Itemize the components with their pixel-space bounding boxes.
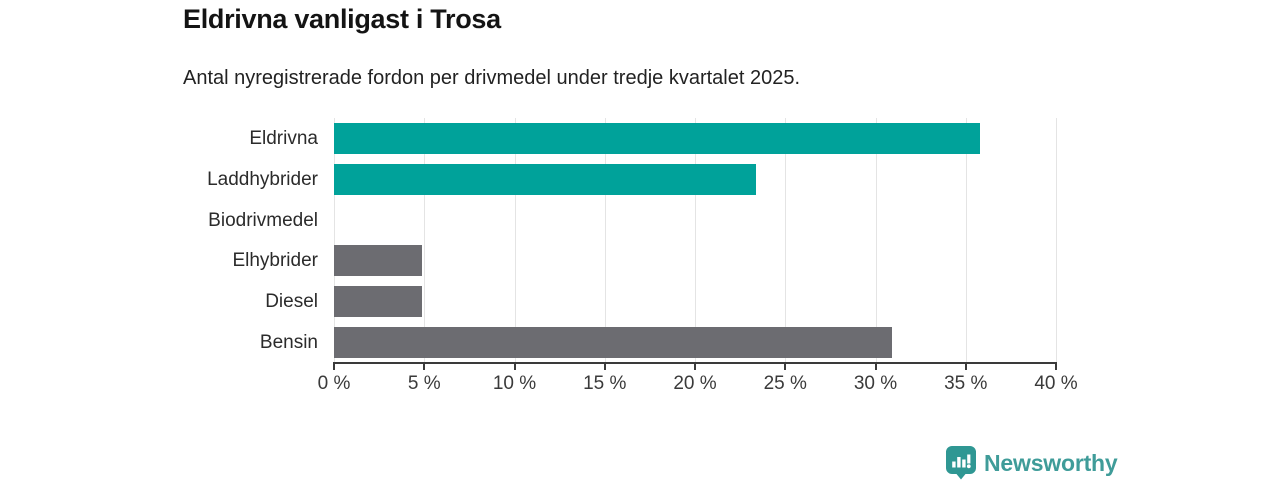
bar-elhybrider <box>334 245 423 277</box>
tick-label: 5 % <box>407 373 441 394</box>
newsworthy-logo-icon <box>946 446 976 480</box>
gridline <box>785 118 787 363</box>
gridline <box>695 118 696 363</box>
gridline <box>514 118 516 363</box>
plot-area <box>334 118 1057 363</box>
tick-label: 15 % <box>583 373 627 394</box>
tick-mark <box>603 364 606 370</box>
brand-name: Newsworthy <box>984 449 1118 476</box>
gridline <box>965 118 967 363</box>
gridline <box>875 118 877 363</box>
tick-mark <box>1055 364 1057 370</box>
bar-laddhybrider <box>334 163 757 195</box>
tick-label: 10 % <box>492 373 537 394</box>
chart-subtitle: Antal nyregistrerade fordon per drivmede… <box>183 67 801 89</box>
category-label: Eldrivna <box>249 127 318 149</box>
tick-label: 0 % <box>317 373 351 394</box>
x-axis-line <box>333 362 1057 364</box>
tick-label: 25 % <box>763 373 807 394</box>
tick-mark <box>694 364 696 370</box>
bar-diesel <box>334 286 423 318</box>
tick-label: 30 % <box>853 373 898 394</box>
gridline <box>424 118 426 363</box>
tick-label: 35 % <box>944 373 988 394</box>
category-label: Diesel <box>265 291 318 313</box>
category-label: Bensin <box>259 332 318 354</box>
category-label: Elhybrider <box>232 250 318 272</box>
category-axis-labels: Eldrivna Laddhybrider Biodrivmedel Elhybrid… <box>0 118 318 363</box>
category-label: Biodrivmedel <box>208 209 318 231</box>
gridline <box>1056 118 1057 363</box>
brand-footer: Newsworthy <box>946 446 1118 480</box>
chart-title: Eldrivna vanligast i Trosa <box>183 4 501 34</box>
tick-label: 40 % <box>1034 373 1078 394</box>
bar-eldrivna <box>334 122 981 154</box>
tick-label: 20 % <box>673 373 717 394</box>
bar-bensin <box>334 327 892 359</box>
category-label: Laddhybrider <box>207 168 318 190</box>
tick-mark <box>333 364 335 370</box>
tick-mark <box>423 364 426 370</box>
tick-mark <box>874 364 877 370</box>
tick-mark <box>513 364 516 370</box>
gridline <box>604 118 606 363</box>
tick-mark <box>964 364 967 370</box>
gridline <box>334 118 335 363</box>
tick-mark <box>784 364 787 370</box>
